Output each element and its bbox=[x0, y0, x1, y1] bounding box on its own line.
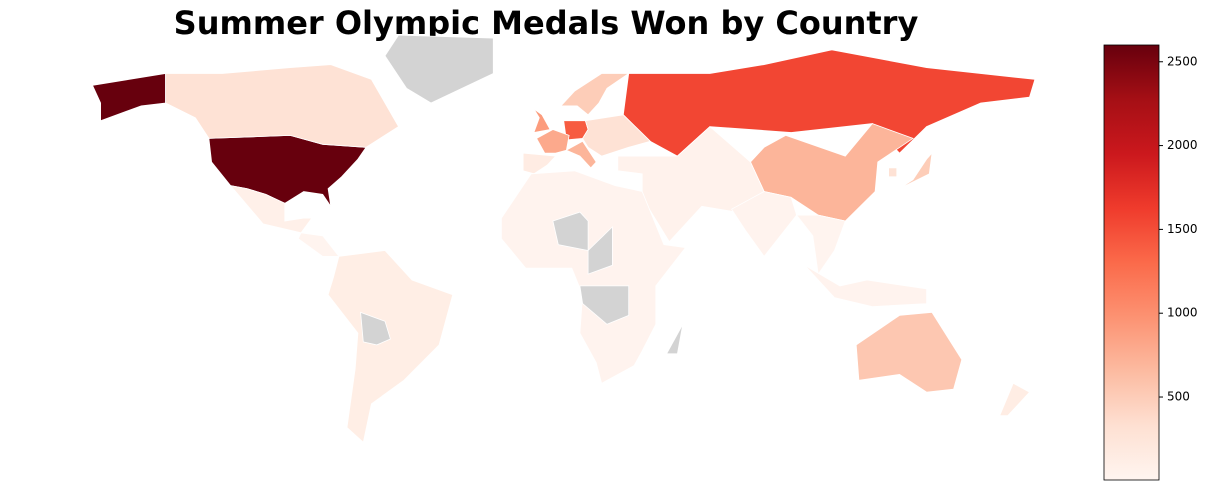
colorbar-tick-label: 1000 bbox=[1167, 306, 1198, 320]
country bbox=[384, 34, 494, 104]
colorbar-tick-label: 2500 bbox=[1167, 54, 1198, 68]
map-regions bbox=[91, 34, 1036, 444]
country bbox=[587, 225, 613, 275]
country bbox=[91, 73, 166, 122]
colorbar-tick-label: 2000 bbox=[1167, 138, 1198, 152]
country bbox=[522, 152, 557, 175]
colorbar-tick-label: 1500 bbox=[1167, 222, 1198, 236]
country bbox=[565, 140, 597, 169]
country bbox=[582, 114, 652, 157]
country bbox=[536, 129, 570, 154]
map-title: Summer Olympic Medals Won by Country bbox=[174, 4, 919, 42]
country bbox=[360, 311, 391, 346]
country bbox=[297, 232, 340, 257]
country bbox=[579, 285, 630, 325]
country bbox=[899, 151, 933, 189]
country bbox=[165, 64, 400, 148]
country bbox=[795, 214, 846, 276]
country bbox=[229, 185, 313, 234]
country bbox=[552, 211, 589, 251]
country bbox=[622, 49, 1036, 157]
country bbox=[999, 382, 1031, 417]
country bbox=[665, 324, 684, 355]
country bbox=[888, 167, 898, 178]
country bbox=[501, 170, 687, 384]
country bbox=[533, 108, 551, 134]
country bbox=[327, 250, 454, 444]
country bbox=[560, 73, 630, 116]
country bbox=[617, 126, 765, 243]
colorbar bbox=[1103, 44, 1160, 481]
country bbox=[804, 264, 927, 308]
country bbox=[855, 311, 963, 393]
colorbar-tick-label: 500 bbox=[1167, 390, 1190, 404]
